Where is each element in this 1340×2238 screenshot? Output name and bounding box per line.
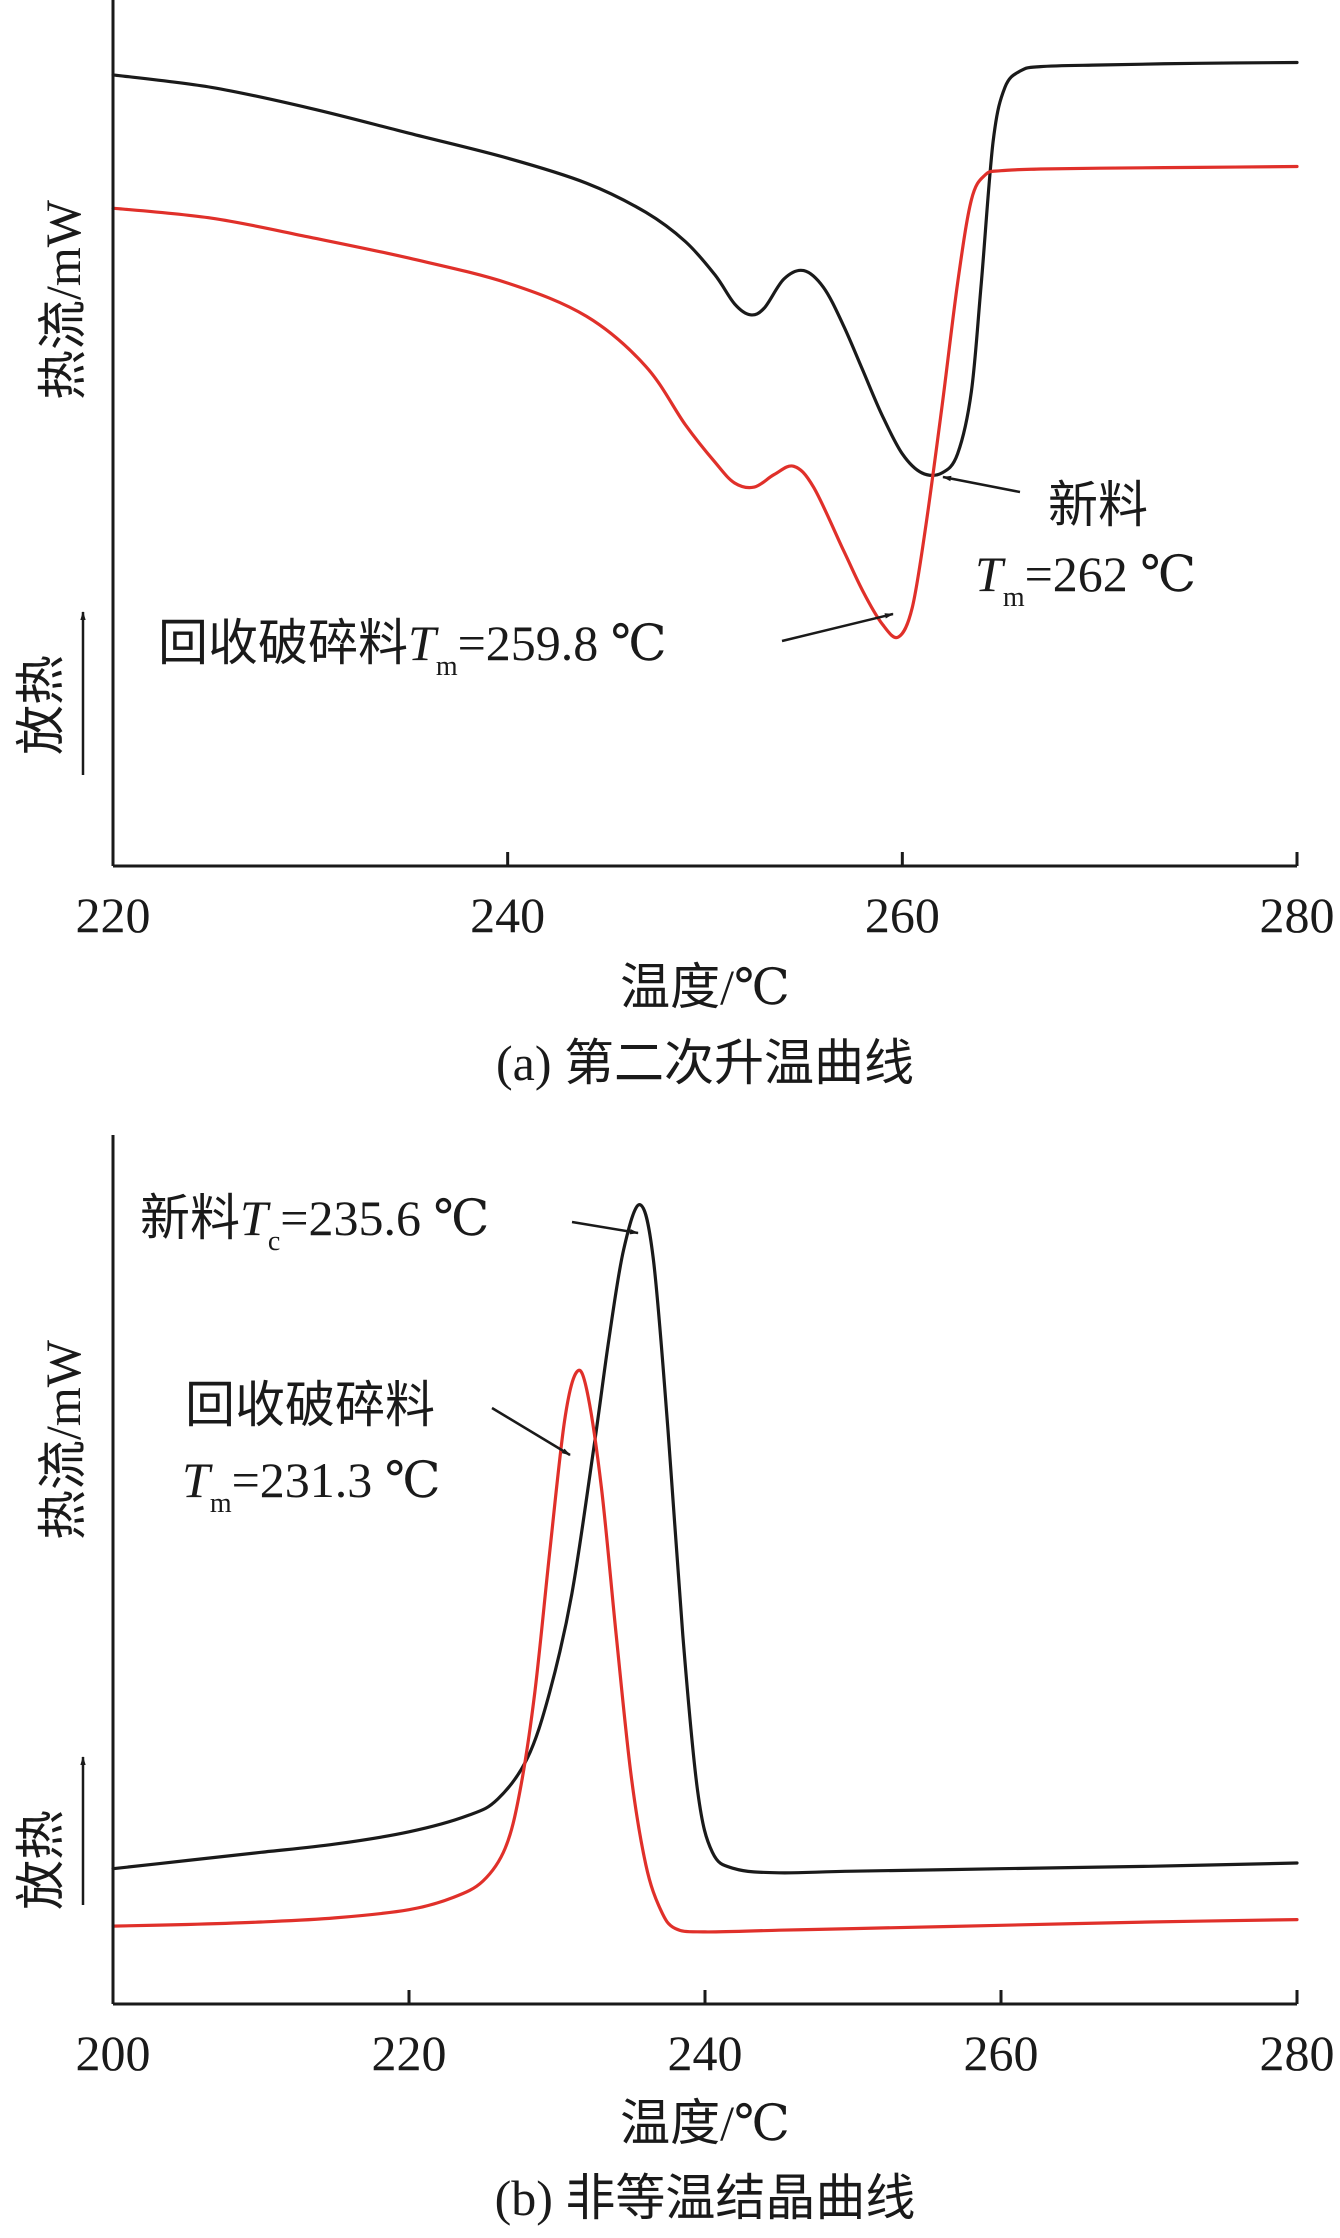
panel-a-anno-new: 新料 Tm=262 ℃ xyxy=(942,475,1196,613)
panel-a-xlabel: 温度/℃ xyxy=(620,959,790,1015)
panel-a-anno-recycled-arrow xyxy=(781,612,894,643)
panel-b-anno-recycled-value: Tm=231.3 ℃ xyxy=(182,1452,441,1519)
panel-b-series xyxy=(111,1203,1299,1934)
panel-b-x-tick-label: 260 xyxy=(964,2025,1039,2081)
panel-a-ylabel: 热流/mW xyxy=(35,199,91,400)
panel-b-x-tick-label: 200 xyxy=(76,2025,151,2081)
panel-a-x-ticks: 220 240 260 280 xyxy=(76,852,1335,943)
panel-b-xlabel: 温度/℃ xyxy=(620,2095,790,2151)
panel-b-anno-new-arrow xyxy=(571,1220,639,1235)
panel-a-anno-new-name: 新料 xyxy=(1048,477,1148,533)
panel-b-x-ticks: 200 220 240 260 280 xyxy=(76,1990,1335,2081)
panel-b-x-tick-label: 280 xyxy=(1260,2025,1335,2081)
panel-a-exo-label: 放热 xyxy=(13,655,69,755)
panel-b-anno-recycled-arrow xyxy=(491,1406,571,1457)
panel-a-x-tick-label: 220 xyxy=(76,887,151,943)
panel-a-x-tick-label: 280 xyxy=(1260,887,1335,943)
panel-b-anno-new: 新料Tc=235.6 ℃ xyxy=(140,1190,639,1257)
panel-a-series-recycled xyxy=(111,164,1299,640)
panel-b-exo-label: 放热 xyxy=(13,1810,69,1910)
panel-a-anno-new-arrow xyxy=(942,475,1021,494)
panel-b-series-recycled xyxy=(111,1368,1299,1934)
panel-a-anno-new-value: Tm=262 ℃ xyxy=(975,546,1196,613)
panel-a-caption: (a) 第二次升温曲线 xyxy=(496,1035,914,1091)
panel-b-series-new xyxy=(111,1203,1299,1875)
panel-a-anno-recycled-label: 回收破碎料Tm=259.8 ℃ xyxy=(158,615,667,682)
panel-b: 200 220 240 260 280 温度/℃ (b) 非等温结晶曲线 热流/mW 放… xyxy=(13,1135,1335,2226)
panel-a-anno-recycled: 回收破碎料Tm=259.8 ℃ xyxy=(158,612,894,682)
panel-a-x-tick-label: 240 xyxy=(470,887,545,943)
panel-b-anno-recycled: 回收破碎料 Tm=231.3 ℃ xyxy=(182,1377,571,1519)
panel-a-series xyxy=(111,60,1299,640)
panel-b-anno-new-label: 新料Tc=235.6 ℃ xyxy=(140,1190,489,1257)
panel-b-x-tick-label: 240 xyxy=(668,2025,743,2081)
panel-b-x-tick-label: 220 xyxy=(372,2025,447,2081)
panel-a-series-new xyxy=(111,60,1299,477)
panel-b-anno-recycled-name: 回收破碎料 xyxy=(185,1377,435,1433)
panel-b-caption: (b) 非等温结晶曲线 xyxy=(495,2170,916,2226)
panel-a-x-tick-label: 260 xyxy=(865,887,940,943)
panel-a: 220 240 260 280 温度/℃ (a) 第二次升温曲线 热流/mW 放热 新… xyxy=(13,0,1335,1091)
panel-b-ylabel: 热流/mW xyxy=(35,1339,91,1540)
